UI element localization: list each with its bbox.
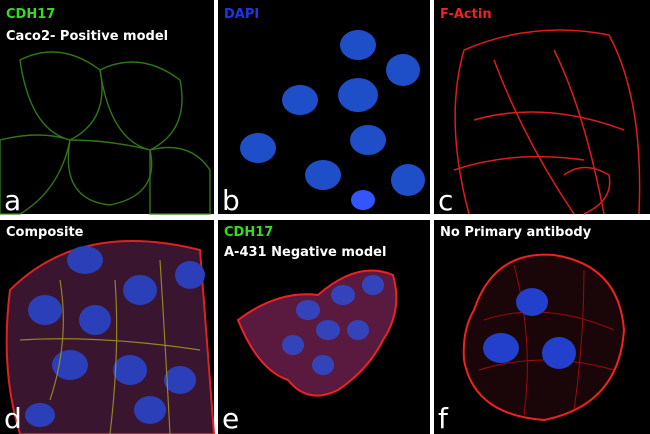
nuclei bbox=[483, 288, 576, 369]
cell-membranes bbox=[0, 51, 211, 215]
nuclei bbox=[282, 275, 384, 375]
panel-letter: d bbox=[4, 402, 22, 434]
panel: CDH17 A-431 Negative model e bbox=[218, 220, 430, 434]
panel-label: A-431 Negative model bbox=[224, 245, 386, 260]
panel-letter: c bbox=[438, 184, 453, 217]
panel-label: F-Actin bbox=[440, 7, 492, 22]
cell-borders bbox=[19, 259, 201, 434]
panel: F-Actin c bbox=[434, 0, 650, 217]
panel-label: CDH17 bbox=[224, 225, 273, 240]
panel: CDH17 Caco2- Positive model a bbox=[0, 0, 214, 217]
panel-letter: a bbox=[4, 184, 21, 217]
panel-label: CDH17 bbox=[6, 7, 55, 22]
panel-label: DAPI bbox=[224, 7, 259, 22]
panel: No Primary antibody f bbox=[434, 220, 650, 434]
panel-background bbox=[434, 0, 650, 214]
panel-label: No Primary antibody bbox=[440, 225, 592, 240]
panel: DAPI b bbox=[218, 0, 430, 217]
panel: Composite d bbox=[0, 220, 216, 434]
actin-fibers bbox=[453, 29, 641, 215]
panel-background bbox=[0, 0, 214, 214]
panel-letter: b bbox=[222, 184, 240, 217]
panel-label: Caco2- Positive model bbox=[6, 29, 168, 44]
panel-letter: f bbox=[438, 402, 449, 434]
nuclei bbox=[240, 30, 425, 210]
panel-letter: e bbox=[222, 402, 239, 434]
panel-label: Composite bbox=[6, 225, 84, 240]
